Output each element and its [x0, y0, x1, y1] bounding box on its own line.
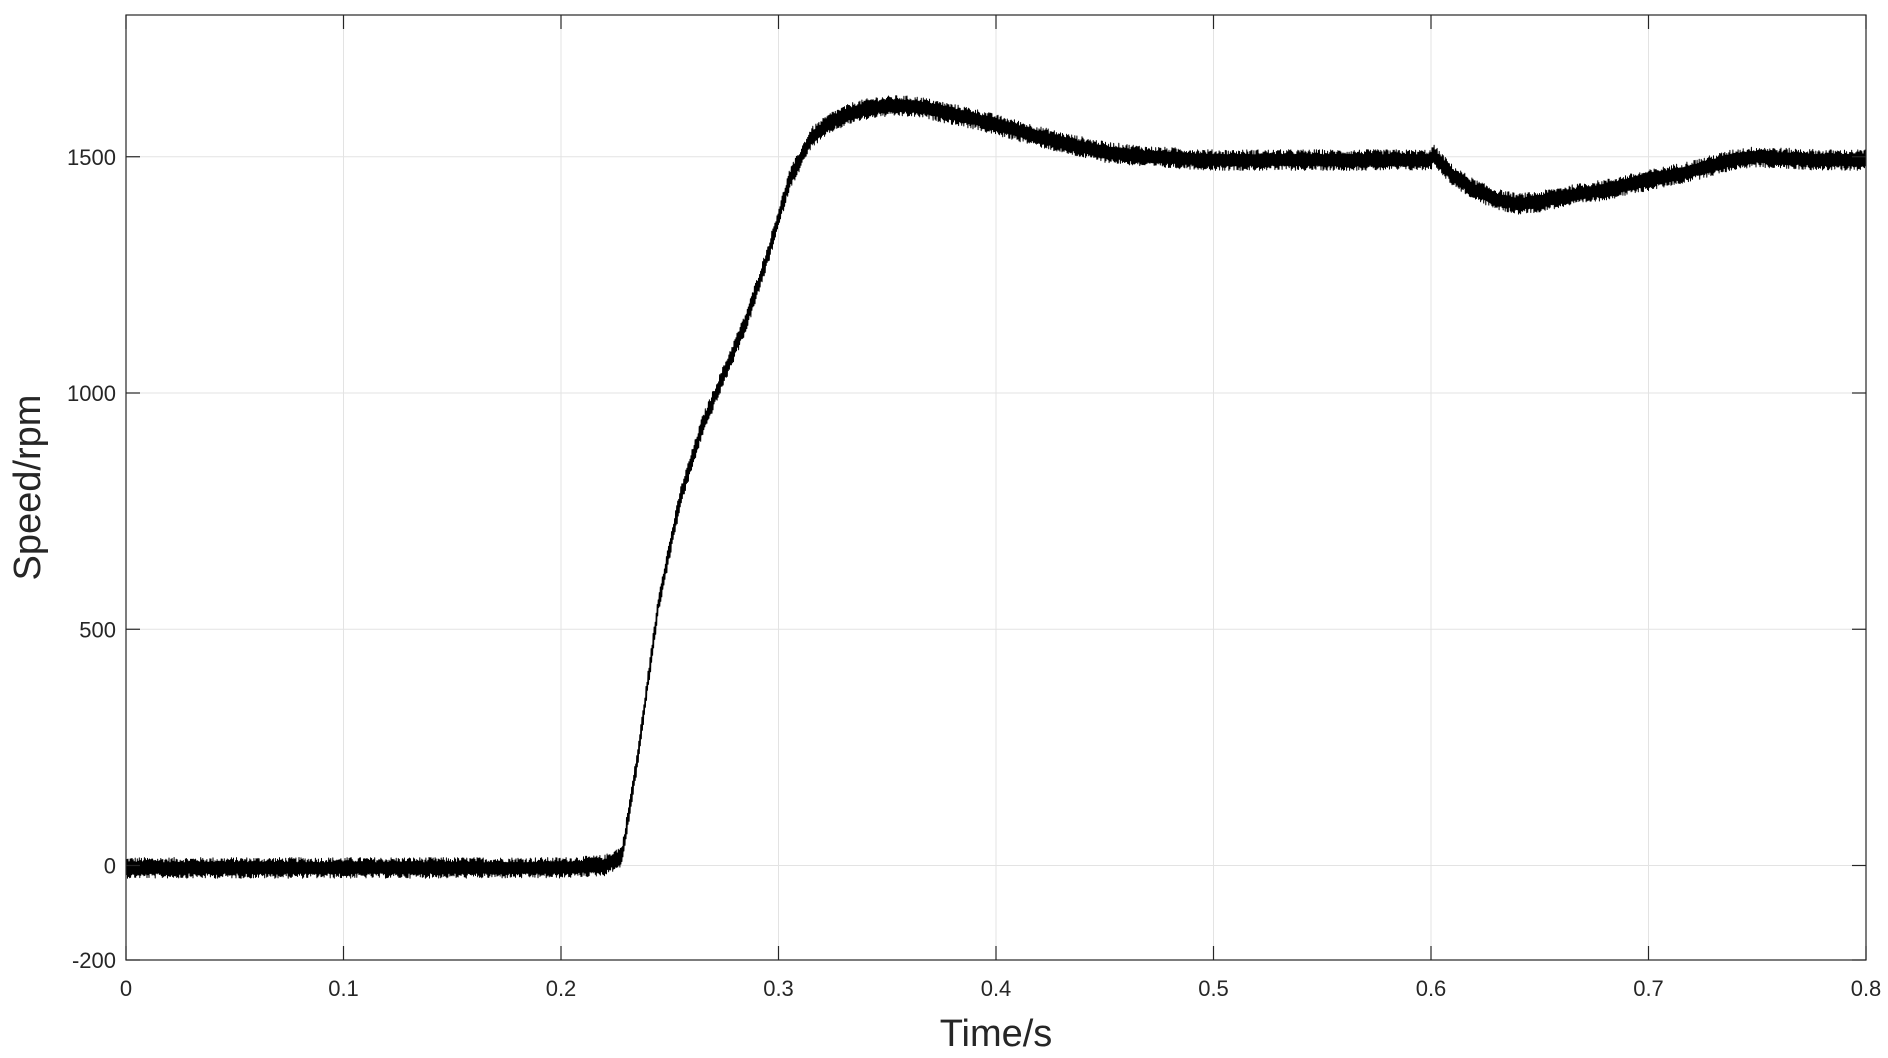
x-tick-label: 0.3 [763, 976, 794, 1001]
x-tick-label: 0.8 [1851, 976, 1882, 1001]
x-tick-label: 0.5 [1198, 976, 1229, 1001]
y-axis-title: Speed/rpm [7, 395, 49, 581]
x-tick-label: 0.7 [1633, 976, 1664, 1001]
speed-series-line [125, 95, 1867, 879]
x-tick-labels: 0 0.1 0.2 0.3 0.4 0.5 0.6 0.7 0.8 [120, 976, 1881, 1001]
y-tick-label: 1500 [67, 145, 116, 170]
speed-trace-layer [125, 95, 1867, 879]
x-tick-label: 0.6 [1416, 976, 1447, 1001]
x-tick-label: 0.4 [981, 976, 1012, 1001]
y-tick-label: 0 [104, 854, 116, 879]
x-tick-label: 0 [120, 976, 132, 1001]
axis-ticks [125, 15, 1867, 961]
y-tick-label: -200 [72, 948, 116, 973]
x-tick-label: 0.2 [546, 976, 577, 1001]
x-axis-title: Time/s [940, 1013, 1053, 1055]
y-tick-label: 500 [79, 617, 116, 642]
x-tick-label: 0.1 [328, 976, 359, 1001]
y-tick-label: 1000 [67, 381, 116, 406]
y-tick-labels: -200 0 500 1000 1500 [67, 145, 116, 973]
